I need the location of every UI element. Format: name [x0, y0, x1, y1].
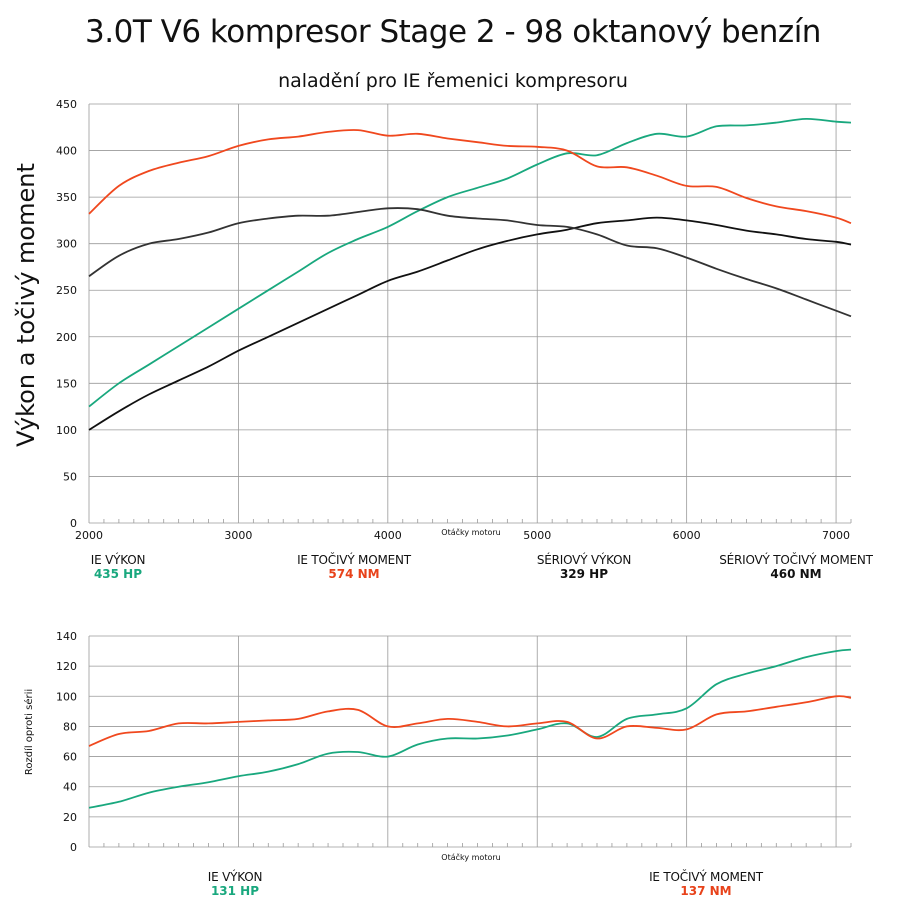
series-line-ie-točivý-moment — [88, 129, 852, 225]
chart-title: 3.0T V6 kompresor Stage 2 - 98 oktanový … — [85, 14, 821, 50]
top-y-axis-label: Výkon a točivý moment — [12, 163, 40, 447]
y-tick-label: 80 — [63, 720, 77, 733]
y-tick-label: 140 — [56, 630, 77, 643]
top-axes: 0 50 100 150 200 250 300 350 400 450 2000 3000 4000 5… — [56, 98, 850, 542]
series-line-ie-výkon — [88, 648, 852, 809]
chart-subtitle: naladění pro IE řemenici kompresoru — [278, 70, 628, 92]
legend-label: IE VÝKON — [207, 870, 263, 884]
series-line-sériový-točivý-moment — [88, 207, 852, 318]
x-tick-label: 7000 — [822, 529, 850, 542]
y-tick-label: 120 — [56, 660, 77, 673]
y-tick-label: 400 — [56, 145, 77, 158]
x-tick-label: 2000 — [75, 529, 103, 542]
legend-ie-torque: IE TOČIVÝ MOMENT 574 NM — [254, 553, 454, 581]
y-tick-label: 60 — [63, 751, 77, 764]
top-grid — [88, 103, 852, 524]
series-line-sériový-výkon — [88, 216, 852, 431]
x-tick-label: 6000 — [673, 529, 701, 542]
bottom-x-axis-label: Otáčky motoru — [441, 852, 500, 862]
bottom-y-axis-label: Rozdíl oproti sérii — [23, 689, 35, 775]
y-tick-label: 0 — [70, 517, 77, 530]
y-tick-label: 450 — [56, 98, 77, 111]
x-tick-label: 5000 — [523, 529, 551, 542]
legend-stock-power: SÉRIOVÝ VÝKON 329 HP — [484, 553, 684, 581]
bottom-grid — [88, 635, 852, 848]
legend-stock-torque: SÉRIOVÝ TOČIVÝ MOMENT 460 NM — [696, 553, 896, 581]
y-tick-label: 200 — [56, 331, 77, 344]
legend-value: 574 NM — [328, 567, 380, 581]
legend-label: IE VÝKON — [90, 553, 146, 567]
legend-value: 329 HP — [559, 567, 609, 581]
legend-ie-power-diff: IE VÝKON 131 HP — [135, 870, 335, 898]
y-tick-label: 50 — [63, 470, 77, 483]
legend-value: 137 NM — [680, 884, 732, 898]
legend-label: SÉRIOVÝ VÝKON — [536, 553, 632, 567]
legend-label: IE TOČIVÝ MOMENT — [649, 870, 763, 884]
series-line-ie-točivý-moment — [88, 695, 852, 747]
x-tick-label: 4000 — [374, 529, 402, 542]
bottom-axes: 0 20 40 60 80 100 120 140 — [56, 630, 77, 854]
top-x-axis-label: Otáčky motoru — [441, 527, 500, 537]
legend-ie-power: IE VÝKON 435 HP — [18, 553, 218, 581]
y-tick-label: 150 — [56, 377, 77, 390]
bottom-series — [88, 648, 852, 809]
y-tick-label: 350 — [56, 191, 77, 204]
legend-value: 131 HP — [210, 884, 260, 898]
y-tick-label: 20 — [63, 811, 77, 824]
y-tick-label: 0 — [70, 841, 77, 854]
legend-label: SÉRIOVÝ TOČIVÝ MOMENT — [719, 553, 873, 567]
legend-ie-torque-diff: IE TOČIVÝ MOMENT 137 NM — [606, 870, 806, 898]
legend-value: 435 HP — [93, 567, 143, 581]
series-line-ie-výkon — [88, 117, 852, 408]
top-series — [88, 117, 852, 431]
y-tick-label: 300 — [56, 238, 77, 251]
y-tick-label: 100 — [56, 424, 77, 437]
x-tick-label: 3000 — [224, 529, 252, 542]
y-tick-label: 100 — [56, 690, 77, 703]
legend-label: IE TOČIVÝ MOMENT — [297, 553, 411, 567]
legend-value: 460 NM — [770, 567, 822, 581]
y-tick-label: 40 — [63, 781, 77, 794]
y-tick-label: 250 — [56, 284, 77, 297]
